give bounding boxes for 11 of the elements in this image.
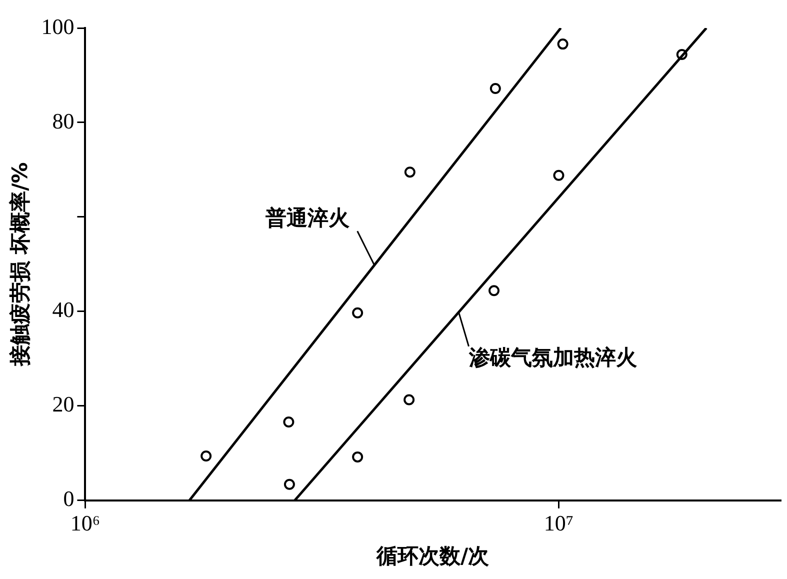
y-tick-label: 100 <box>41 14 74 39</box>
y-tick-label: 0 <box>63 486 74 512</box>
y-tick-label: 40 <box>52 297 74 322</box>
y-tick-label: 80 <box>52 108 74 134</box>
y-tick-label: 20 <box>52 392 74 417</box>
x-tick-label: 10⁶ <box>70 510 100 536</box>
x-tick-label: 10⁷ <box>544 510 574 536</box>
y-axis-title: 接触疲劳损 坏概率/% <box>8 162 32 368</box>
annotation: 渗碳气氛加热淬火 <box>468 345 638 370</box>
x-axis-title: 循环次数/次 <box>376 544 490 568</box>
annotation: 普通淬火 <box>264 206 350 230</box>
